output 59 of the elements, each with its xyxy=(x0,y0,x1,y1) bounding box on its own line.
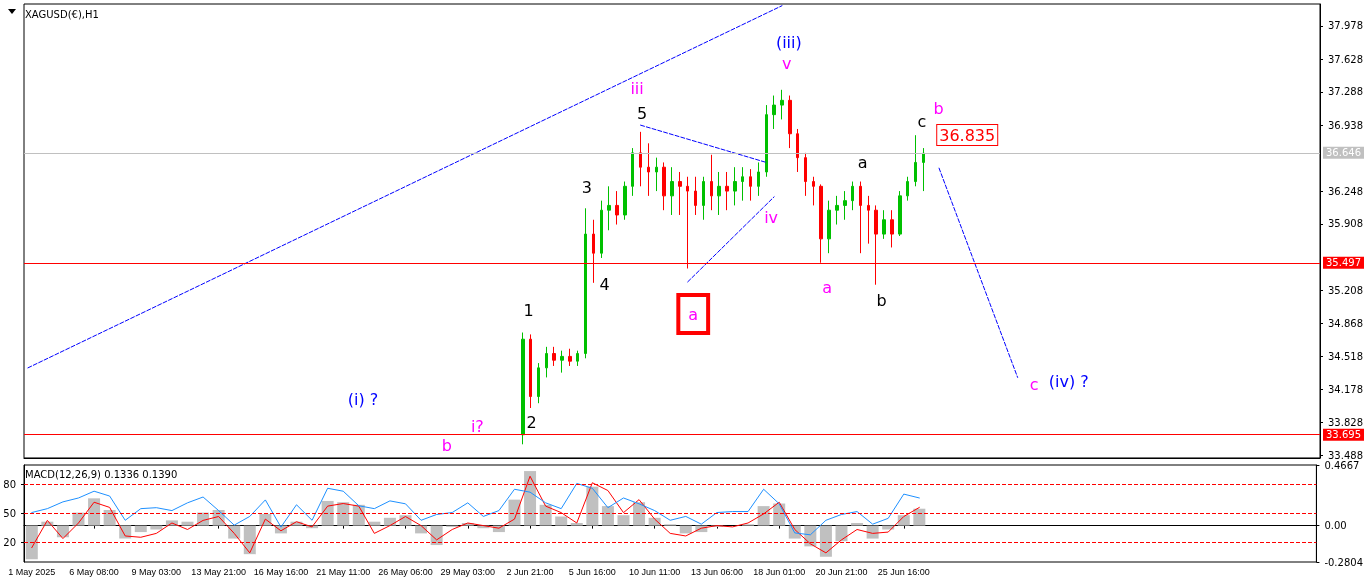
annotation: v xyxy=(782,53,792,73)
x-tick-label: 29 May 03:00 xyxy=(440,566,496,577)
y-tick-label: 37.978 xyxy=(1328,20,1364,32)
annotation: c xyxy=(1029,374,1039,394)
ref-line-label: 35.497 xyxy=(1326,257,1362,269)
annotation: 3 xyxy=(581,177,592,197)
y2-tick-label: 50 xyxy=(3,508,16,519)
annotation: b xyxy=(933,98,944,118)
annotation: (i) ? xyxy=(347,389,379,409)
y-tick-label: 37.628 xyxy=(1328,53,1364,65)
x-tick-label: 5 Jun 16:00 xyxy=(568,566,616,577)
x-tick-label: 13 Jun 06:00 xyxy=(690,566,743,577)
annotation: 4 xyxy=(599,274,610,294)
annotation: a xyxy=(822,277,833,297)
x-tick-label: 25 Jun 16:00 xyxy=(877,566,930,577)
annotation: iv xyxy=(764,207,779,227)
y-tick-label: 35.208 xyxy=(1328,285,1364,297)
ref-line-label: 36.646 xyxy=(1326,147,1362,159)
y2-tick-label: 80 xyxy=(3,478,16,490)
annotation: (iv) ? xyxy=(1048,371,1089,391)
x-tick-label: 18 Jun 01:00 xyxy=(753,566,806,577)
y-tick-label: 33.488 xyxy=(1328,449,1364,461)
y-tick-label: 34.518 xyxy=(1328,351,1364,363)
x-tick-label: 26 May 06:00 xyxy=(378,566,433,577)
chart-title: MACD(12,26,9) 0.1336 0.1390 xyxy=(25,468,178,480)
y-tick-label: 33.828 xyxy=(1328,417,1364,429)
chart-title: XAGUSD(€),H1 xyxy=(25,8,99,20)
annotation: c xyxy=(917,111,927,131)
x-tick-label: 16 May 16:00 xyxy=(253,566,309,577)
annotation: (iii) xyxy=(775,32,802,52)
x-tick-label: 2 Jun 21:00 xyxy=(506,566,554,577)
annotation: i? xyxy=(470,416,484,436)
ref-line-label: 33.695 xyxy=(1326,429,1362,441)
annotation: 5 xyxy=(636,103,648,123)
x-tick-label: 10 Jun 11:00 xyxy=(628,566,681,577)
x-tick-label: 20 Jun 21:00 xyxy=(815,566,868,577)
x-tick-label: 21 May 11:00 xyxy=(316,566,371,577)
y-tick-label: 34.178 xyxy=(1328,383,1364,395)
annotation: 36.835 xyxy=(939,125,996,145)
y-tick-label: 36.248 xyxy=(1328,185,1364,197)
x-tick-label: 9 May 03:00 xyxy=(131,566,182,577)
y-tick-label: -0.2804 xyxy=(1324,556,1364,568)
annotation: iii xyxy=(630,78,644,98)
y-tick-label: 34.868 xyxy=(1328,317,1364,329)
annotation: 2 xyxy=(526,412,537,432)
annotation: b xyxy=(441,435,452,455)
y-tick-label: 37.288 xyxy=(1328,86,1364,98)
y-tick-label: 0.00 xyxy=(1324,520,1347,532)
y2-tick-label: 20 xyxy=(3,537,16,549)
annotation: b xyxy=(876,290,887,310)
y-tick-label: 36.938 xyxy=(1328,119,1364,131)
annotation: 1 xyxy=(523,300,534,320)
annotation: a xyxy=(688,304,699,324)
x-tick-label: 6 May 08:00 xyxy=(69,566,119,577)
x-tick-label: 13 May 21:00 xyxy=(191,566,246,577)
annotation: a xyxy=(857,152,868,172)
y-tick-label: 0.4667 xyxy=(1324,459,1360,471)
x-tick-label: 1 May 2025 xyxy=(8,566,56,577)
y-tick-label: 35.908 xyxy=(1328,218,1364,230)
